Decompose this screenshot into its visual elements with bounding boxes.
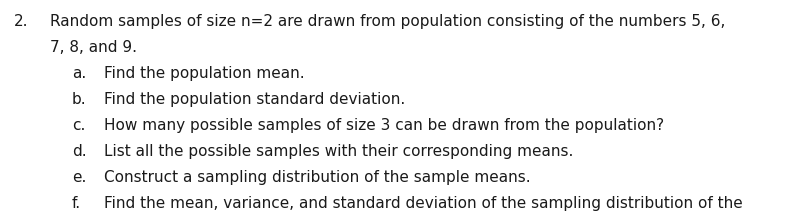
Text: 7, 8, and 9.: 7, 8, and 9. (50, 40, 137, 55)
Text: Find the population mean.: Find the population mean. (104, 66, 305, 81)
Text: a.: a. (72, 66, 86, 81)
Text: f.: f. (72, 196, 81, 211)
Text: Random samples of size n=2 are drawn from population consisting of the numbers 5: Random samples of size n=2 are drawn fro… (50, 14, 725, 29)
Text: How many possible samples of size 3 can be drawn from the population?: How many possible samples of size 3 can … (104, 118, 664, 133)
Text: c.: c. (72, 118, 85, 133)
Text: Find the mean, variance, and standard deviation of the sampling distribution of : Find the mean, variance, and standard de… (104, 196, 742, 211)
Text: List all the possible samples with their corresponding means.: List all the possible samples with their… (104, 144, 574, 159)
Text: e.: e. (72, 170, 86, 185)
Text: d.: d. (72, 144, 87, 159)
Text: 2.: 2. (14, 14, 28, 29)
Text: Find the population standard deviation.: Find the population standard deviation. (104, 92, 406, 107)
Text: Construct a sampling distribution of the sample means.: Construct a sampling distribution of the… (104, 170, 531, 185)
Text: b.: b. (72, 92, 87, 107)
